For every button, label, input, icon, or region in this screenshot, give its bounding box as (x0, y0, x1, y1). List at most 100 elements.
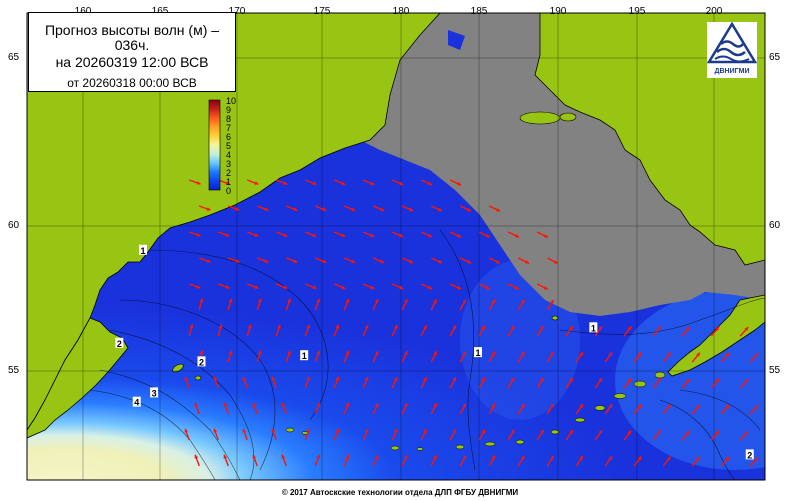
colorbar (208, 99, 221, 191)
wave-arrow-head (423, 429, 427, 434)
wave-arrow-head (235, 259, 240, 263)
wave-arrow-head (686, 430, 690, 435)
wave-arrow-head (404, 403, 408, 408)
wave-arrow-head (196, 181, 201, 185)
wave-arrow-head (462, 299, 466, 304)
wave-arrow-head (774, 431, 778, 435)
wave-arrow-head (452, 325, 456, 330)
colorbar-label: 7 (226, 123, 232, 133)
wave-arrow-head (627, 430, 632, 435)
logo-text: ДВНИГМИ (714, 68, 750, 75)
wave-arrow-head (725, 352, 730, 357)
wave-arrow-head (491, 403, 496, 408)
wave-arrow-head (510, 429, 515, 434)
wave-arrow-head (370, 233, 375, 238)
wave-arrow-head (467, 259, 472, 264)
wave-arrow-head (515, 286, 520, 290)
contour-label-bg (589, 322, 598, 333)
wave-arrow-head (428, 285, 433, 290)
wave-arrow-head (540, 429, 544, 434)
wave-arrow-head (666, 352, 671, 357)
wave-arrow-head (364, 324, 369, 329)
wave-arrow-head (608, 456, 613, 461)
island-st-lawrence (519, 111, 561, 125)
wave-arrow-head (374, 299, 379, 303)
contour-label: 3 (152, 388, 157, 398)
wave-arrow-head (252, 454, 257, 459)
wave-arrow-head (287, 298, 291, 303)
wave-arrow-head (666, 404, 671, 409)
wave-arrow-head (196, 285, 201, 289)
wave-arrow-head (312, 181, 317, 185)
wave-arrow-head (206, 207, 211, 211)
land-kamchatka (27, 317, 129, 439)
wave-arrow (769, 431, 777, 440)
wave-arrow-head (515, 234, 520, 238)
wave-arrow-head (213, 376, 218, 381)
wave-arrow-head (341, 285, 346, 290)
wave-arrow-head (744, 379, 749, 383)
wave-arrow-head (784, 405, 788, 409)
land-alaska-peninsula (667, 294, 765, 377)
wave-arrow-head (404, 455, 408, 460)
wave-arrow-head (351, 207, 356, 212)
wave-arrow-head (322, 259, 327, 263)
wave-arrow-head (438, 207, 443, 212)
wave-arrow-head (550, 351, 554, 356)
wave-arrow-head (223, 454, 228, 459)
wave-arrow-head (213, 428, 218, 433)
lon-label: 185 (470, 6, 488, 17)
wave-arrow-head (784, 457, 788, 461)
wave-arrow-head (283, 181, 288, 185)
lat-label: 60 (769, 220, 781, 231)
wave-arrow-head (452, 429, 456, 434)
wave-arrow-head (312, 233, 317, 237)
wave-arrow-head (409, 207, 414, 212)
wave-arrow-head (540, 377, 544, 382)
wave-arrow-head (744, 327, 749, 331)
wave-arrow-head (316, 454, 321, 459)
wave-arrow-head (264, 207, 269, 211)
lon-label: 170 (228, 6, 246, 17)
wave-arrow-head (394, 429, 398, 434)
wave-arrow-head (316, 402, 321, 407)
wave-arrow-head (335, 376, 340, 381)
lat-label: 60 (8, 220, 20, 231)
wave-arrow-head (637, 456, 642, 461)
wave-arrow-head (608, 404, 613, 409)
wave-arrow-head (374, 351, 379, 355)
wave-arrow-head (569, 325, 573, 330)
wave-arrow-head (370, 181, 375, 186)
wave-arrow (779, 457, 787, 466)
wave-arrow-head (686, 378, 690, 383)
wave-arrow-head (404, 299, 408, 304)
forecast-title-box: Прогноз высоты волн (м) – 036ч. на 20260… (28, 12, 236, 92)
wave-arrow-head (715, 326, 720, 331)
logo: ДВНИГМИ (706, 21, 758, 78)
wave-arrow-head (293, 207, 298, 211)
wave-arrow-head (370, 285, 375, 290)
wave-arrow-head (235, 207, 240, 211)
wave-arrow-head (774, 327, 778, 331)
wave-arrow-head (399, 285, 404, 290)
colorbar-label: 5 (226, 141, 232, 151)
wave-arrow-head (486, 233, 491, 238)
wave-arrow-head (264, 259, 269, 263)
colorbar-label: 10 (226, 96, 237, 106)
wave-arrow-head (510, 325, 515, 330)
wave-arrow-head (486, 285, 491, 290)
wave-arrow-head (351, 259, 356, 264)
wave-arrow-head (242, 428, 247, 433)
wave-arrow-head (754, 405, 759, 410)
contour-label-bg (150, 387, 159, 398)
wave-arrow-head (510, 377, 515, 382)
wave-arrow-head (380, 259, 385, 264)
wave-arrow-head (184, 376, 189, 381)
wave-arrow-head (293, 259, 298, 263)
wave-arrow-head (404, 351, 408, 356)
wave-arrow-head (553, 260, 558, 264)
wave-arrow-head (374, 403, 379, 407)
lon-label: 200 (705, 6, 723, 17)
wave-arrow-head (438, 259, 443, 264)
colorbar-label: 3 (226, 159, 232, 169)
